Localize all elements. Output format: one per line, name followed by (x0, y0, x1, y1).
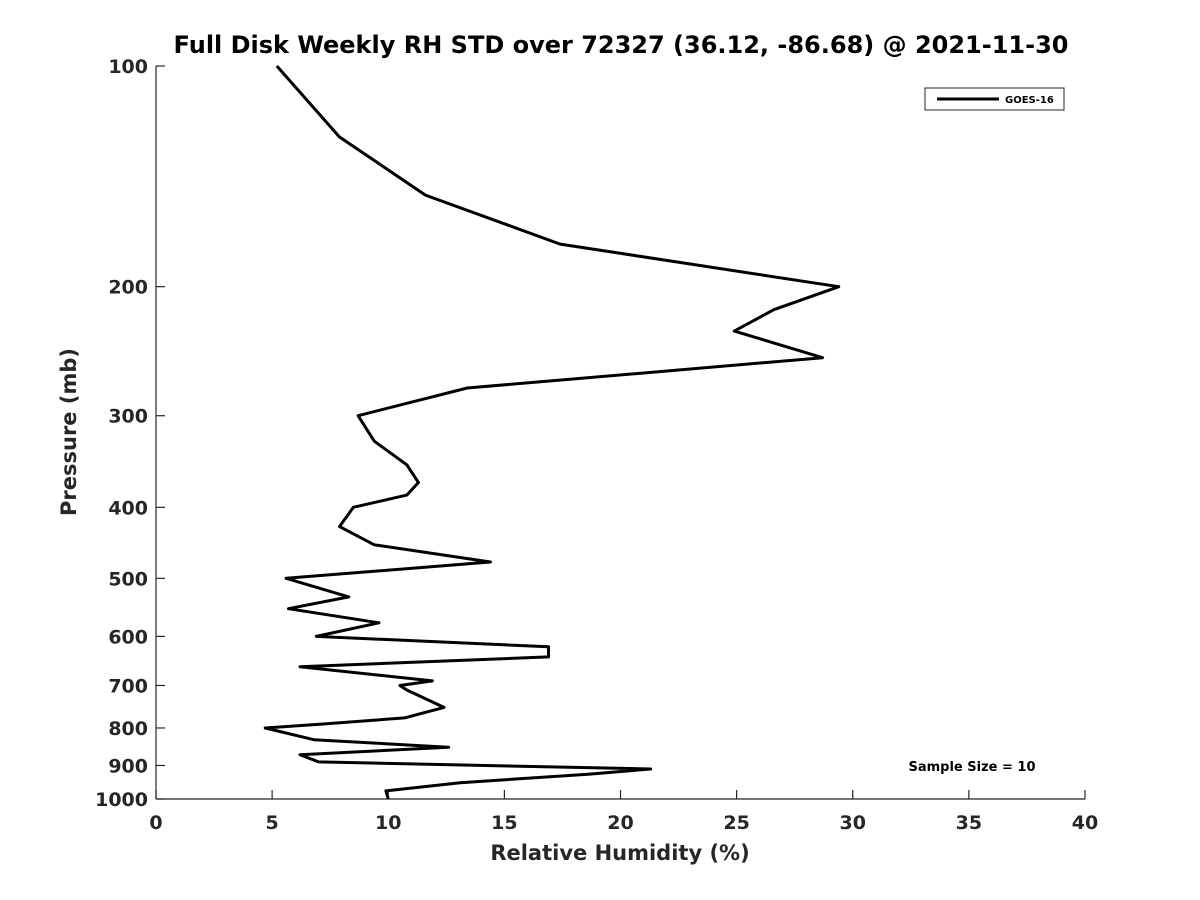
y-tick-label: 500 (108, 568, 148, 590)
y-tick-label: 300 (108, 406, 148, 428)
series-layer (263, 65, 841, 800)
x-axis-label: Relative Humidity (%) (490, 841, 749, 865)
y-tick-label: 200 (108, 277, 148, 299)
y-tick-label: 400 (108, 497, 148, 519)
y-tick-label: 100 (108, 56, 148, 78)
x-tick-label: 15 (491, 812, 517, 834)
legend: GOES-16 (924, 87, 1065, 111)
y-tick-label: 800 (108, 718, 148, 740)
series-line-goes-16 (263, 65, 841, 800)
y-tick-label: 900 (108, 755, 148, 777)
x-axis-ticks: 0 5 10 15 20 25 30 35 40 (149, 790, 1098, 834)
x-tick-label: 35 (956, 812, 982, 834)
y-axis-ticks: 100 200 300 400 500 600 700 800 900 1000 (95, 56, 165, 811)
y-tick-label: 700 (108, 675, 148, 697)
legend-label-goes-16: GOES-16 (1005, 95, 1054, 106)
sample-size-annotation: Sample Size = 10 (908, 760, 1035, 775)
x-tick-label: 30 (840, 812, 866, 834)
y-tick-label: 1000 (95, 789, 148, 811)
chart-title: Full Disk Weekly RH STD over 72327 (36.1… (174, 31, 1069, 59)
x-tick-label: 20 (607, 812, 633, 834)
x-tick-label: 5 (266, 812, 279, 834)
x-tick-label: 10 (375, 812, 401, 834)
x-tick-label: 25 (723, 812, 749, 834)
y-tick-label: 600 (108, 626, 148, 648)
x-tick-label: 0 (149, 812, 162, 834)
y-axis-label: Pressure (mb) (57, 348, 81, 516)
x-tick-label: 40 (1072, 812, 1098, 834)
